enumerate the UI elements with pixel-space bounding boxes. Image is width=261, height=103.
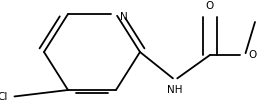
Text: O: O (248, 50, 256, 60)
Text: NH: NH (167, 85, 183, 95)
Text: Cl: Cl (0, 92, 8, 102)
Text: O: O (206, 1, 214, 11)
Text: N: N (120, 12, 128, 22)
